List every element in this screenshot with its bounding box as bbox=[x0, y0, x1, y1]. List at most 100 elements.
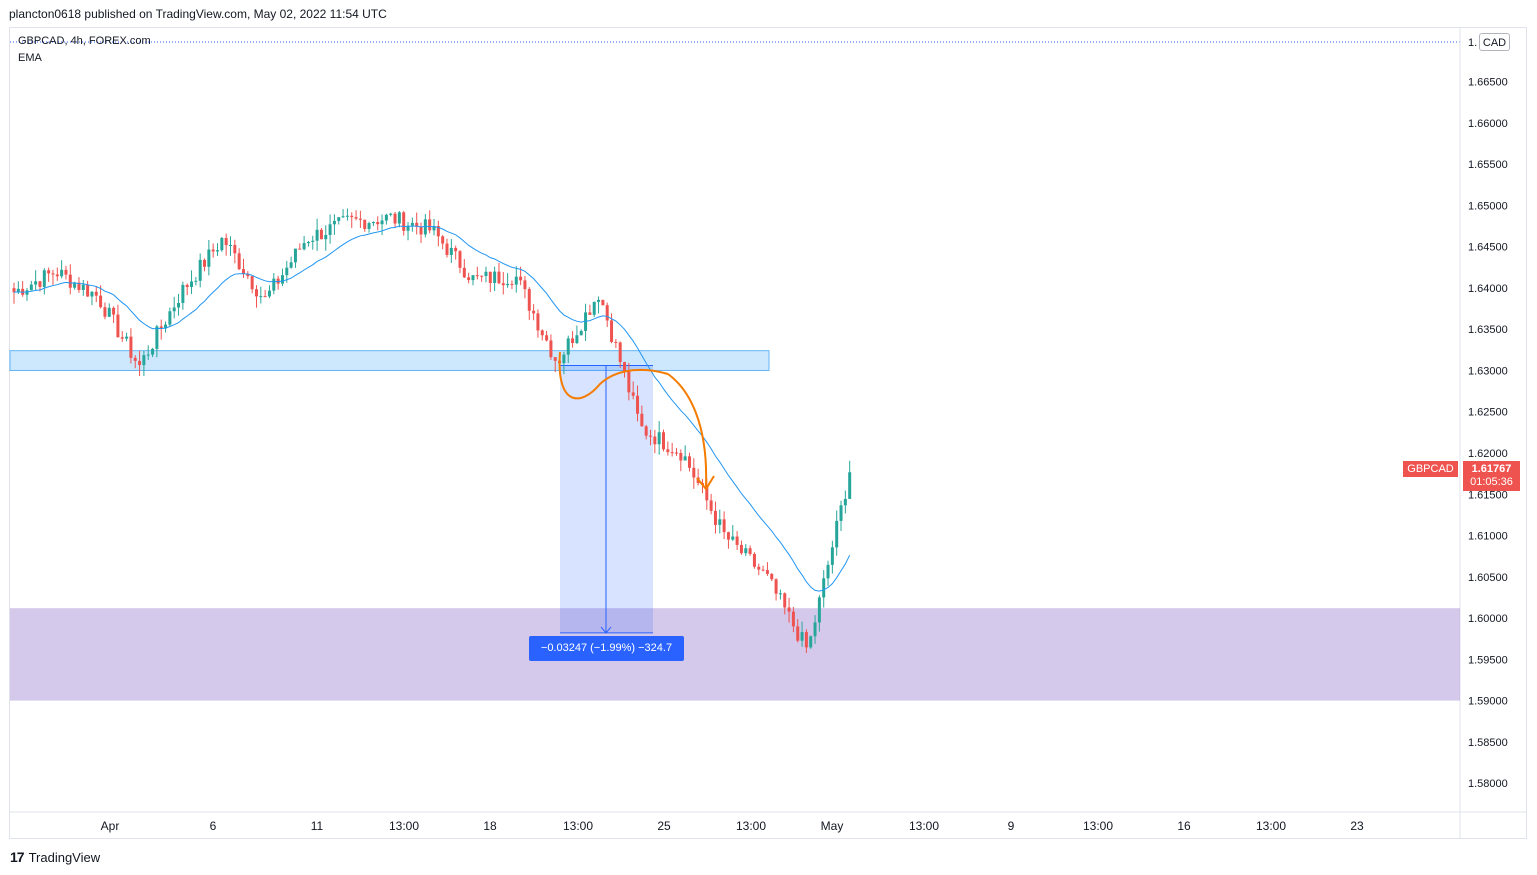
candle-body bbox=[588, 312, 592, 315]
candle-body bbox=[835, 520, 839, 548]
y-tick-label: 1.59500 bbox=[1468, 654, 1508, 666]
candles-layer bbox=[12, 208, 852, 653]
candle-body bbox=[826, 564, 830, 579]
candle-body bbox=[605, 305, 609, 321]
candle-body bbox=[402, 212, 406, 231]
time-axis[interactable]: Apr 6 11 13:00 18 13:00 25 13:00 May 13:00 9 13:00 1… bbox=[101, 819, 1364, 833]
candle-body bbox=[614, 341, 618, 343]
y-tick-label: 1.58500 bbox=[1468, 737, 1508, 749]
y-tick-label: 1.65500 bbox=[1468, 159, 1508, 171]
candle-body bbox=[726, 532, 730, 540]
candle-body bbox=[267, 290, 271, 297]
candle-body bbox=[545, 335, 549, 341]
candle-body bbox=[830, 547, 834, 565]
price-axis[interactable]: 1.66500 1.66000 1.65500 1.65000 1.64500 1.640… bbox=[1468, 37, 1508, 790]
candle-body bbox=[224, 237, 228, 246]
y-tick-label: 1.61500 bbox=[1468, 489, 1508, 501]
candle-body bbox=[64, 269, 68, 275]
candle-body bbox=[770, 573, 774, 580]
candle-body bbox=[198, 259, 202, 281]
candle-body bbox=[38, 281, 42, 287]
candle-body bbox=[618, 342, 622, 363]
candle-body bbox=[112, 307, 116, 315]
candle-body bbox=[341, 216, 345, 218]
candle-body bbox=[575, 335, 579, 344]
candle-body bbox=[237, 253, 241, 270]
candle-body bbox=[488, 271, 492, 283]
candle-body bbox=[761, 569, 765, 571]
candle-body bbox=[441, 236, 445, 244]
candle-body bbox=[393, 213, 397, 224]
x-tick-label: 16 bbox=[1177, 819, 1191, 833]
candle-body bbox=[138, 360, 142, 366]
symbol-legend[interactable]: GBPCAD, 4h, FOREX.com bbox=[18, 35, 151, 47]
candle-body bbox=[94, 291, 98, 296]
candle-body bbox=[527, 289, 531, 311]
candle-body bbox=[190, 281, 194, 287]
y-tick-label: 1.62000 bbox=[1468, 448, 1508, 460]
tradingview-footer[interactable]: 17 TradingView bbox=[10, 849, 100, 865]
candle-body bbox=[389, 213, 393, 215]
candle-body bbox=[120, 337, 124, 339]
candle-body bbox=[406, 225, 410, 231]
x-tick-label: 25 bbox=[657, 819, 671, 833]
candle-body bbox=[467, 277, 471, 281]
candle-body bbox=[519, 276, 523, 281]
zones-layer bbox=[9, 350, 1460, 701]
candle-body bbox=[683, 456, 687, 461]
candle-body bbox=[172, 307, 176, 312]
measure-arrow-head bbox=[600, 626, 612, 634]
y-tick-label: 1.63500 bbox=[1468, 324, 1508, 336]
last-price-tag: 1.61767 01:05:36 bbox=[1463, 461, 1520, 491]
tradingview-logo-icon: 17 bbox=[10, 849, 25, 865]
candle-body bbox=[358, 218, 362, 220]
candle-body bbox=[562, 354, 566, 364]
candle-body bbox=[436, 225, 440, 237]
candle-body bbox=[432, 225, 436, 231]
candle-body bbox=[354, 217, 358, 219]
candle-body bbox=[259, 296, 263, 298]
ema-line bbox=[13, 225, 851, 592]
candle-body bbox=[480, 275, 484, 277]
candle-body bbox=[164, 324, 168, 329]
candle-body bbox=[501, 283, 505, 286]
measure-tool[interactable] bbox=[560, 365, 653, 634]
candle-body bbox=[657, 432, 661, 445]
y-tick-label: 1.60000 bbox=[1468, 613, 1508, 625]
candle-body bbox=[29, 284, 33, 291]
x-tick-label: 9 bbox=[1008, 819, 1015, 833]
candle-body bbox=[397, 212, 401, 224]
y-tick-label: 1.61000 bbox=[1468, 531, 1508, 543]
candle-body bbox=[523, 280, 527, 290]
x-tick-label: 13:00 bbox=[1083, 819, 1113, 833]
symbol-price-tag: GBPCAD bbox=[1403, 461, 1458, 477]
candle-body bbox=[250, 276, 254, 290]
indicator-legend[interactable]: EMA bbox=[18, 52, 42, 64]
candle-body bbox=[510, 283, 514, 285]
candle-body bbox=[713, 510, 717, 525]
candle-body bbox=[484, 271, 488, 277]
candle-body bbox=[86, 284, 90, 297]
candle-body bbox=[142, 355, 146, 366]
candle-body bbox=[778, 593, 782, 595]
candle-body bbox=[311, 240, 315, 242]
candle-body bbox=[246, 273, 250, 277]
candle-body bbox=[168, 311, 172, 325]
candle-body bbox=[328, 224, 332, 236]
candle-body bbox=[306, 241, 310, 244]
support-zone[interactable] bbox=[9, 350, 770, 371]
candle-body bbox=[644, 426, 648, 436]
x-tick-label: 11 bbox=[311, 819, 324, 833]
candle-body bbox=[471, 275, 475, 281]
candle-body bbox=[324, 235, 328, 240]
target-zone[interactable] bbox=[10, 608, 1460, 701]
candle-body bbox=[146, 354, 150, 356]
candle-body bbox=[783, 593, 787, 608]
currency-button[interactable]: CAD bbox=[1479, 33, 1510, 51]
chart-frame[interactable] bbox=[9, 27, 1527, 839]
candle-body bbox=[636, 395, 640, 414]
candle-body bbox=[687, 456, 691, 468]
y-tick-label: 1.62500 bbox=[1468, 407, 1508, 419]
candle-body bbox=[345, 215, 349, 217]
